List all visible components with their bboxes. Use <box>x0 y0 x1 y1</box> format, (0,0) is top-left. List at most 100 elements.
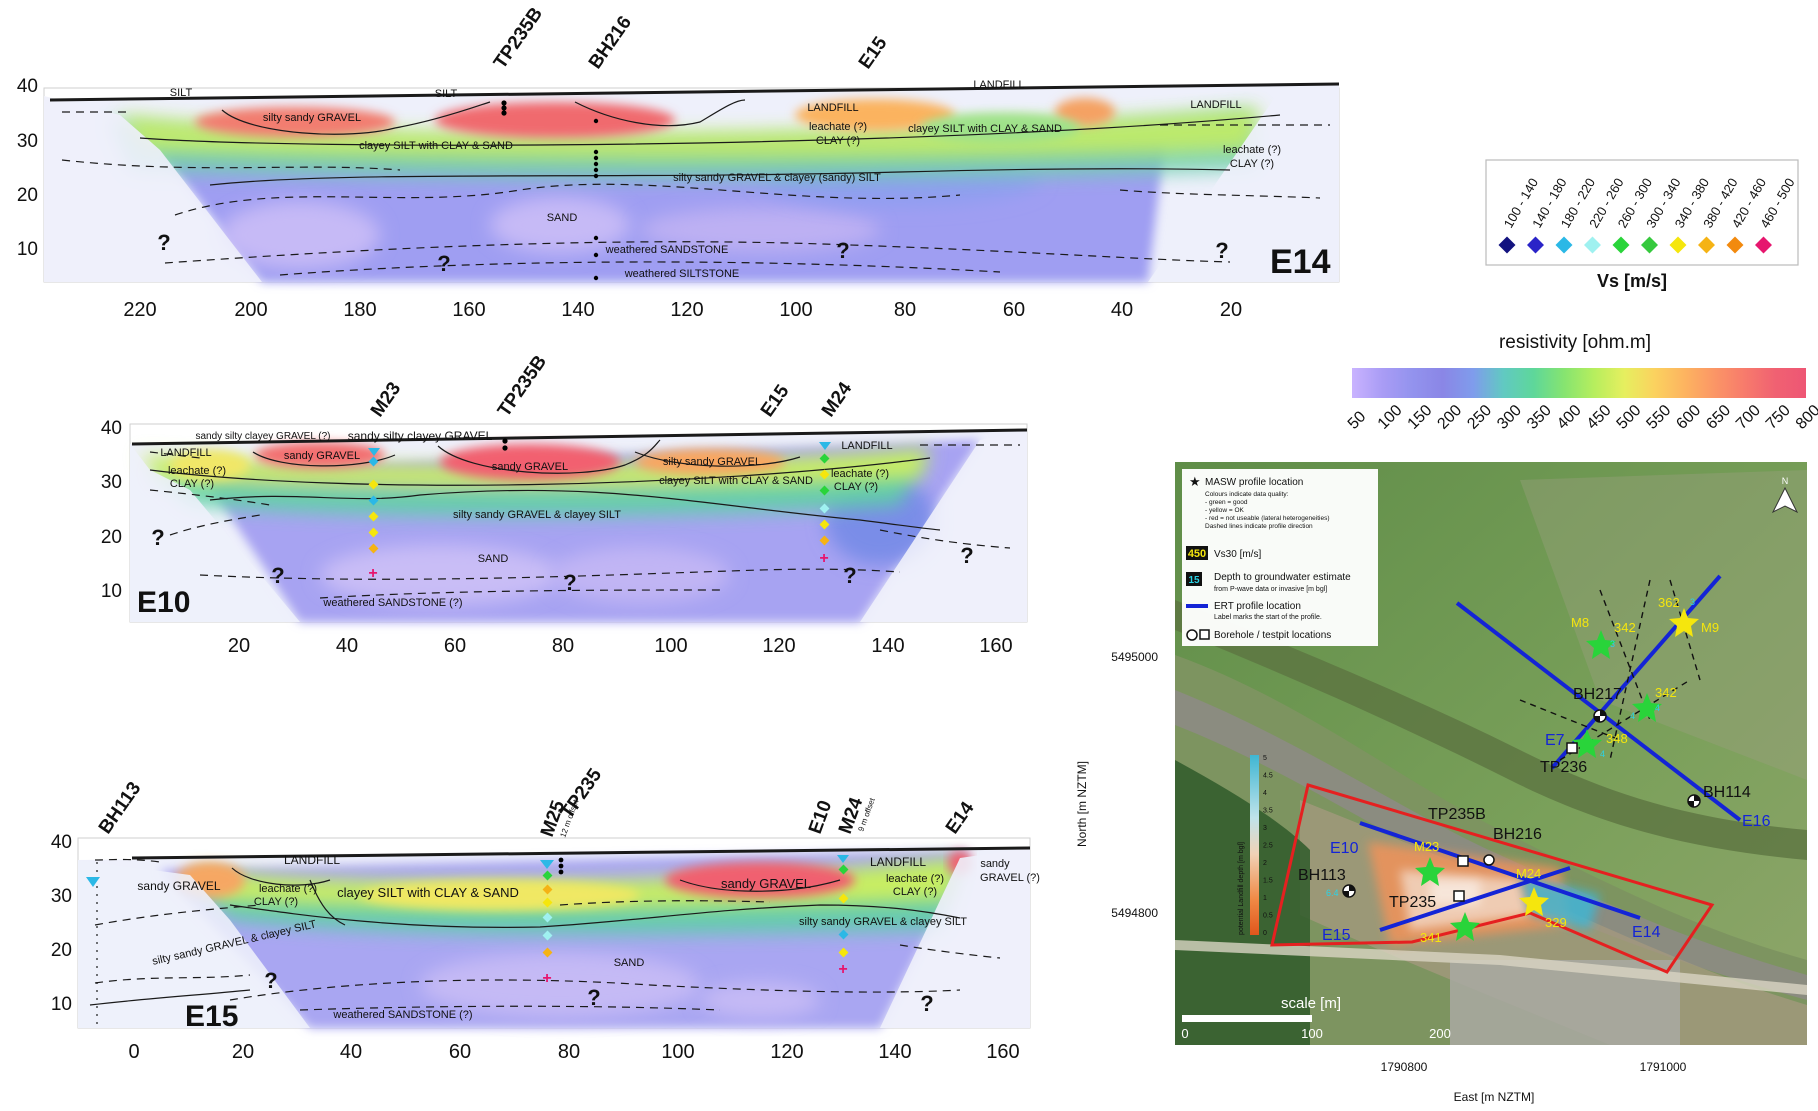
e10-profile-label: E10 <box>137 586 190 619</box>
e15-marker-label: E14 <box>942 798 979 838</box>
ert-label: E10 <box>1330 840 1359 857</box>
resistivity-tick: 450 <box>1584 402 1615 433</box>
e10-question-mark: ? <box>151 525 164 550</box>
resistivity-tick: 750 <box>1763 402 1794 433</box>
e10-y-tick: 40 <box>101 418 122 439</box>
legend-gw: Depth to groundwater estimate <box>1214 572 1351 583</box>
north-arrow: N <box>1771 476 1799 514</box>
legend-masw-note: - yellow = OK <box>1205 507 1244 514</box>
e15-x-tick: 120 <box>770 1041 803 1063</box>
map-y-tick: 5495000 <box>1111 650 1158 664</box>
e10-unit: LANDFILL <box>160 447 211 459</box>
groundwater-value: 6.4 <box>1326 888 1339 898</box>
e14-unit: SAND <box>547 212 578 224</box>
e15-marker-label: TP235 <box>557 765 607 823</box>
resistivity-tick: 650 <box>1703 402 1734 433</box>
e10-x-tick: 20 <box>228 635 250 657</box>
e15-unit: weathered SANDSTONE (?) <box>332 1009 472 1021</box>
e14-unit: leachate (?) <box>809 121 867 133</box>
site-label: BH114 <box>1703 784 1751 801</box>
e15-y-tick: 20 <box>51 940 72 961</box>
e10-unit: sandy GRAVEL <box>492 461 568 473</box>
e10-y-tick: 30 <box>101 472 122 493</box>
e14-x-tick: 40 <box>1111 299 1133 321</box>
scale-tick: 100 <box>1301 1026 1323 1041</box>
e15-unit: CLAY (?) <box>893 886 937 898</box>
e14-x-tick: 200 <box>234 299 267 321</box>
e14-marker-label: E15 <box>855 33 892 73</box>
map-x-tick: 1790800 <box>1381 1060 1428 1074</box>
e10-resistivity-image <box>130 430 1027 622</box>
scale-label: scale [m] <box>1281 995 1341 1012</box>
e15-question-mark: ? <box>920 991 933 1016</box>
groundwater-value: 4 <box>1655 703 1660 713</box>
groundwater-value: 3 <box>1610 639 1615 649</box>
resistivity-tick: 250 <box>1464 402 1495 433</box>
vs30-value: 362 <box>1658 595 1680 610</box>
resistivity-tick: 50 <box>1345 408 1370 433</box>
e10-unit: weathered SANDSTONE (?) <box>322 597 462 609</box>
site-label: BH217 <box>1573 686 1622 703</box>
e15-unit: clayey SILT with CLAY & SAND <box>337 885 519 900</box>
e15-unit: leachate (?) <box>259 883 317 895</box>
e10-unit: leachate (?) <box>831 468 889 480</box>
depth-colorbar-tick: 0 <box>1263 930 1267 937</box>
depth-colorbar-tick: 2 <box>1263 860 1267 867</box>
e10-marker-label: M24 <box>818 378 857 421</box>
e15-y-tick: 40 <box>51 832 72 853</box>
ert-label: E7 <box>1545 732 1565 749</box>
e14-profile-label: E14 <box>1270 243 1331 281</box>
legend-vs30: Vs30 [m/s] <box>1214 549 1261 560</box>
vs30-value: 341 <box>1420 930 1442 945</box>
e14-section: SILT SILT silty sandy GRAVEL clayey SILT… <box>17 4 1340 321</box>
e10-x-tick: 160 <box>979 635 1012 657</box>
resistivity-tick: 350 <box>1524 402 1555 433</box>
map-axes: 5495000 5494800 1790800 1791000 North [m… <box>1075 650 1687 1104</box>
legend-masw-note: - red = not useable (lateral heterogenei… <box>1205 515 1329 522</box>
masw-stars <box>1415 608 1699 941</box>
map-y-tick: 5494800 <box>1111 906 1158 920</box>
vs30-value: 342 <box>1614 620 1636 635</box>
e14-y-tick: 30 <box>17 131 38 152</box>
svg-text:★: ★ <box>1189 474 1201 489</box>
e14-unit: SILT <box>435 88 458 100</box>
e10-section: + + sandy silty clayey GRAVEL (?) sandy … <box>101 352 1028 657</box>
ert-line-e15 <box>1379 866 1571 932</box>
depth-colorbar-tick: 1 <box>1263 895 1267 902</box>
e15-unit: sandy <box>980 858 1010 870</box>
e15-x-tick: 60 <box>449 1041 471 1063</box>
masw-label: M23 <box>1414 839 1439 854</box>
e14-unit: CLAY (?) <box>816 135 860 147</box>
resistivity-tick: 600 <box>1673 402 1704 433</box>
svg-text:+: + <box>542 970 551 987</box>
depth-colorbar-tick: 4 <box>1263 790 1267 797</box>
scale-tick: 0 <box>1181 1026 1188 1041</box>
e14-question-mark: ? <box>437 251 450 276</box>
e14-marker-label: TP235B <box>490 4 547 73</box>
depth-colorbar-tick: 3 <box>1263 825 1267 832</box>
e10-x-tick: 80 <box>552 635 574 657</box>
e14-marker-label: BH216 <box>585 12 636 73</box>
depth-colorbar-tick: 2.5 <box>1263 843 1273 850</box>
e10-y-tick: 20 <box>101 527 122 548</box>
resistivity-title: resistivity [ohm.m] <box>1499 332 1651 353</box>
e15-unit: silty sandy GRAVEL & clayey SILT <box>799 916 967 928</box>
e14-x-tick: 140 <box>561 299 594 321</box>
e10-unit: LANDFILL <box>841 440 892 452</box>
e15-question-mark: ? <box>587 985 600 1010</box>
e15-marker-label: E10 <box>805 798 836 837</box>
e15-x-tick: 0 <box>128 1041 139 1063</box>
scale-bar: scale [m] 0 100 200 <box>1181 995 1450 1041</box>
resistivity-tick: 500 <box>1614 402 1645 433</box>
vs-legend-title: Vs [m/s] <box>1597 271 1667 291</box>
legend-ert: ERT profile location <box>1214 601 1301 612</box>
e15-x-tick: 140 <box>878 1041 911 1063</box>
e10-x-tick: 140 <box>871 635 904 657</box>
e15-profile-label: E15 <box>185 1000 238 1033</box>
ert-line-e10-e14 <box>1359 821 1641 920</box>
e14-unit: clayey SILT with CLAY & SAND <box>908 123 1062 135</box>
resistivity-tick: 550 <box>1643 402 1674 433</box>
e14-x-tick: 120 <box>670 299 703 321</box>
e14-unit: clayey SILT with CLAY & SAND <box>359 140 513 152</box>
